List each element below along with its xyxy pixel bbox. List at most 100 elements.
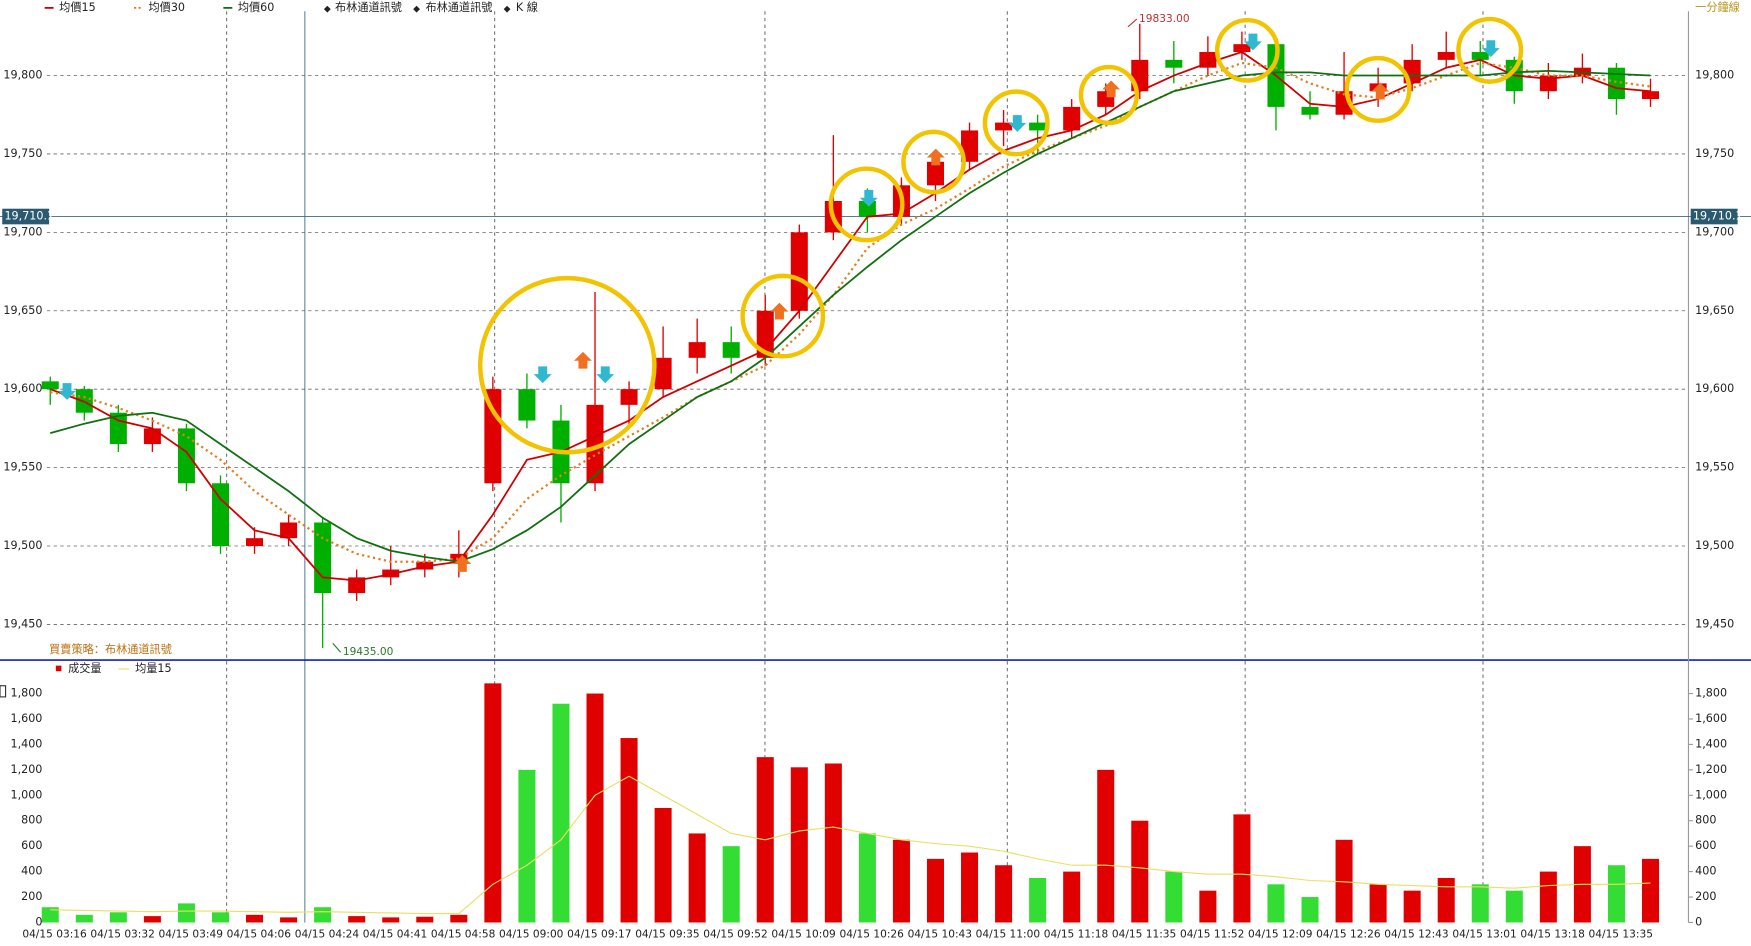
y2-tick-label: 19,500	[1695, 539, 1734, 552]
candle-body	[654, 357, 672, 390]
y2-tick-label: 1,800	[1695, 687, 1727, 700]
legend-label: 成交量	[68, 661, 101, 675]
buy-arrow	[573, 351, 592, 369]
panel-handle	[0, 685, 7, 698]
x-tick-label: 04/15 11:52	[1180, 929, 1244, 941]
legend-marker: ◆	[504, 5, 511, 15]
candle-body	[722, 342, 740, 358]
volume-bar	[450, 914, 468, 923]
volume-bar	[211, 912, 230, 923]
x-tick-label: 04/15 13:35	[1589, 929, 1653, 941]
x-tick-label: 04/15 13:01	[1452, 929, 1516, 941]
candle-body	[926, 161, 945, 186]
candle-body	[518, 389, 536, 421]
marks	[0, 23, 1751, 924]
candle-body	[688, 342, 706, 358]
crosshair-box	[2, 208, 50, 225]
x-tick-label: 04/15 04:41	[363, 929, 427, 941]
legend-label: 布林通道訊號	[425, 0, 492, 14]
signal-circle	[828, 166, 905, 243]
y2-tick-label: 600	[1695, 839, 1716, 852]
candle-body	[961, 130, 979, 162]
ma-line	[50, 61, 1651, 563]
x-tick-label: 04/15 03:49	[159, 929, 223, 941]
volume-bar	[1369, 884, 1387, 923]
crosshair-box	[1690, 208, 1738, 225]
sell-arrow	[596, 366, 615, 384]
signal-circle	[1456, 16, 1524, 84]
y2-tick-label: 19,750	[1695, 147, 1734, 160]
volume-bar	[995, 865, 1013, 923]
y2-tick-label: 19,450	[1695, 617, 1734, 630]
volume-bar	[926, 858, 945, 923]
annotation: 買賣策略：布林通道訊號	[49, 642, 172, 656]
crosshair-label: 19,710.1	[4, 210, 54, 223]
annotation: 19833.00	[1139, 13, 1190, 25]
y-tick-label: 19,700	[3, 225, 42, 238]
y2-tick-label: 1,600	[1695, 712, 1727, 725]
y-tick-label: 1,000	[10, 788, 42, 801]
y2-tick-label: 1,400	[1695, 737, 1727, 750]
signal-circle	[477, 275, 657, 455]
volume-bar	[1063, 871, 1081, 923]
y-tick-label: 1,400	[10, 737, 42, 750]
volume-bar	[961, 852, 979, 923]
signal-circle	[982, 89, 1050, 157]
y-tick-label: 1,600	[10, 712, 42, 725]
volume-bar	[790, 767, 808, 923]
x-tick-label: 04/15 09:17	[567, 929, 631, 941]
volume-bar	[1029, 877, 1047, 923]
y2-tick-label: 19,700	[1695, 225, 1734, 238]
y2-tick-label: 200	[1695, 890, 1716, 903]
x-tick-label: 04/15 13:18	[1520, 929, 1585, 941]
y-tick-label: 1,200	[10, 763, 42, 776]
candle-body	[1437, 52, 1455, 60]
x-tick-label: 04/15 04:06	[227, 929, 292, 941]
volume-bar	[382, 917, 400, 923]
y2-tick-label: 1,000	[1695, 788, 1727, 801]
volume-bar	[1403, 890, 1421, 923]
y-tick-label: 400	[21, 865, 42, 878]
legend-label: K 線	[516, 0, 538, 14]
candle-body	[246, 538, 264, 547]
x-tick-label: 04/15 12:26	[1316, 929, 1381, 941]
volume-bar	[552, 703, 570, 923]
candle-body	[1233, 44, 1251, 53]
y-tick-label: 19,800	[3, 69, 42, 82]
candle-body	[1029, 122, 1047, 131]
sell-arrow	[1244, 33, 1262, 51]
volume-bar	[109, 912, 127, 923]
y-tick-label: 1,800	[10, 687, 42, 700]
signal-circle	[1344, 55, 1412, 123]
volume-bar	[654, 808, 672, 923]
volume-bar	[1267, 884, 1285, 923]
candle-body	[1301, 106, 1319, 115]
volume-bar	[177, 903, 195, 923]
candle-body	[1641, 91, 1660, 100]
volume-bar	[1199, 890, 1217, 923]
volume-bar	[246, 914, 264, 923]
x-tick-label: 04/15 04:58	[431, 929, 496, 941]
x-tick-label: 04/15 09:35	[635, 929, 699, 941]
volume-bar	[824, 763, 842, 923]
legend-label: 均量15	[135, 662, 172, 675]
volume-bar	[314, 907, 332, 923]
annotation: 19435.00	[343, 646, 394, 658]
candle-body	[790, 232, 808, 311]
sell-arrow	[533, 366, 552, 384]
legend-marker: ◆	[324, 5, 331, 15]
y-tick-label: 19,500	[3, 539, 42, 552]
x-tick-label: 04/15 10:09	[771, 929, 835, 941]
volume-bar	[892, 839, 910, 923]
candle-body	[314, 522, 332, 594]
volume-bar	[143, 916, 161, 923]
volume-bar	[1097, 769, 1115, 923]
y2-tick-label: 19,650	[1695, 304, 1734, 317]
y2-tick-label: 400	[1695, 865, 1716, 878]
buy-arrow	[770, 302, 789, 320]
volume-bar	[1539, 871, 1557, 923]
volume-bar	[518, 769, 536, 923]
candle-body	[450, 553, 468, 562]
